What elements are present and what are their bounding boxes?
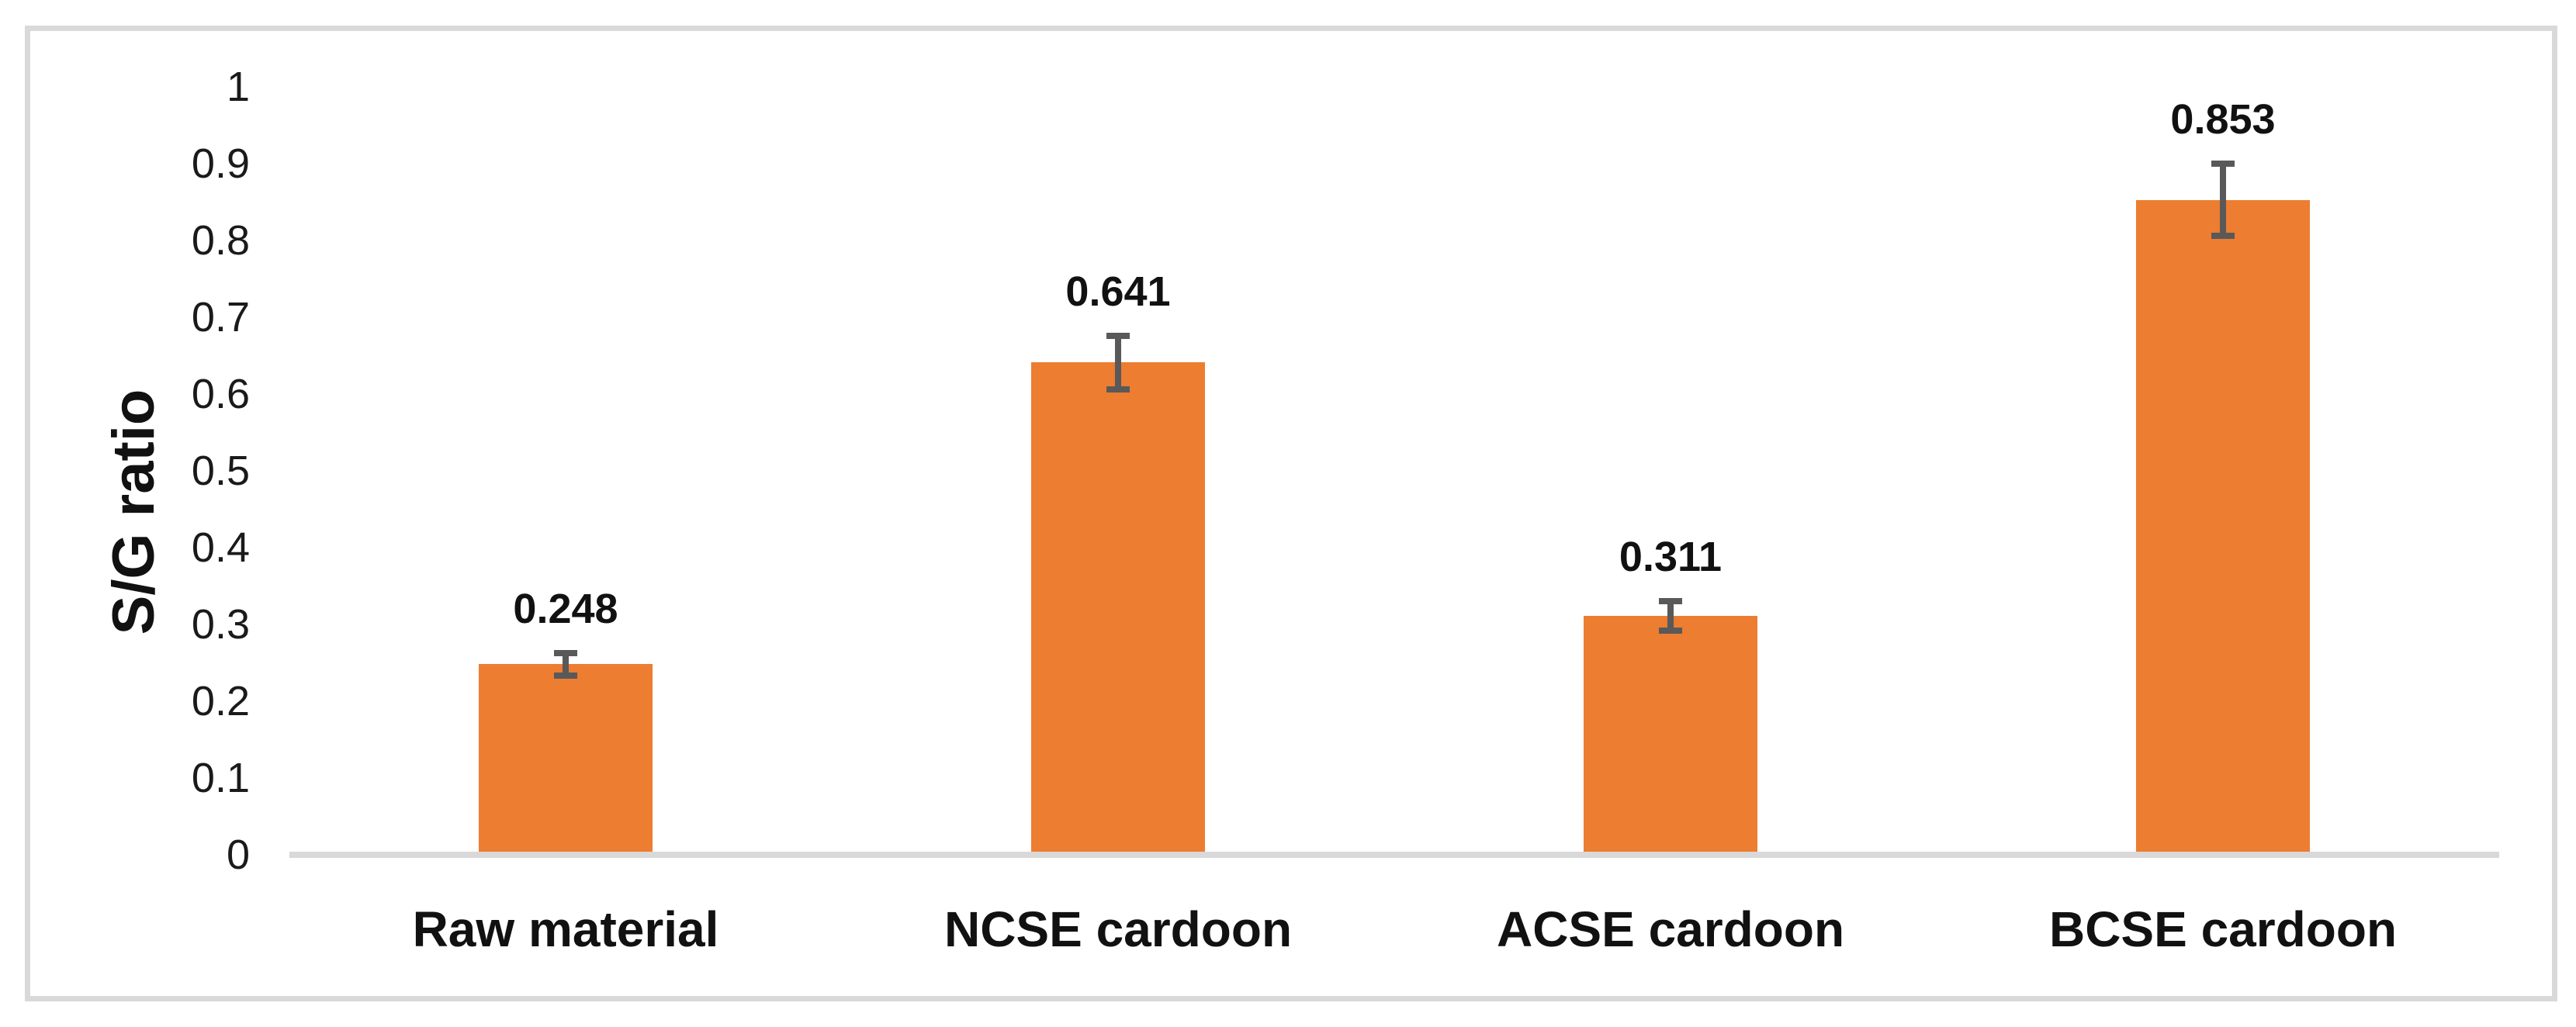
y-tick-label: 0.6 <box>191 371 250 417</box>
data-label-bcse-cardoon: 0.853 <box>2170 96 2276 143</box>
error-bar-bottom-cap <box>554 673 577 679</box>
y-tick-label: 0.8 <box>191 217 250 264</box>
error-bar-bottom-cap <box>2211 233 2235 240</box>
y-tick-label: 0.7 <box>191 294 250 341</box>
x-axis-line <box>289 852 2499 858</box>
y-tick-label: 0.4 <box>191 524 250 571</box>
y-tick-label: 0.3 <box>191 601 250 648</box>
error-bar-bottom-cap <box>1659 627 1682 634</box>
y-tick-label: 0.9 <box>191 140 250 187</box>
error-bar-line <box>1115 335 1121 390</box>
y-tick-label: 0.5 <box>191 448 250 494</box>
error-bar-bottom-cap <box>1106 386 1130 393</box>
category-label-bcse-cardoon: BCSE cardoon <box>2048 901 2398 957</box>
category-label-raw-material: Raw material <box>412 901 719 957</box>
y-tick-label: 0 <box>226 832 250 878</box>
error-bar-top-cap <box>1659 598 1682 605</box>
bar-raw-material <box>479 664 653 855</box>
error-bar-top-cap <box>2211 161 2235 167</box>
error-bar-line <box>563 652 569 676</box>
y-tick-label: 1 <box>226 64 250 110</box>
chart-frame <box>25 26 2557 1001</box>
y-tick-label: 0.1 <box>191 755 250 801</box>
bar-ncse-cardoon <box>1031 362 1205 855</box>
data-label-acse-cardoon: 0.311 <box>1619 534 1723 581</box>
category-label-acse-cardoon: ACSE cardoon <box>1496 901 1845 957</box>
error-bar-top-cap <box>554 649 577 656</box>
data-label-raw-material: 0.248 <box>513 585 618 632</box>
data-label-ncse-cardoon: 0.641 <box>1065 268 1171 315</box>
error-bar-top-cap <box>1106 332 1130 339</box>
bar-acse-cardoon <box>1584 616 1757 855</box>
error-bar-line <box>2220 164 2226 237</box>
y-tick-label: 0.2 <box>191 678 250 724</box>
error-bar-line <box>1667 601 1674 631</box>
bar-bcse-cardoon <box>2136 199 2310 855</box>
category-label-ncse-cardoon: NCSE cardoon <box>943 901 1293 957</box>
